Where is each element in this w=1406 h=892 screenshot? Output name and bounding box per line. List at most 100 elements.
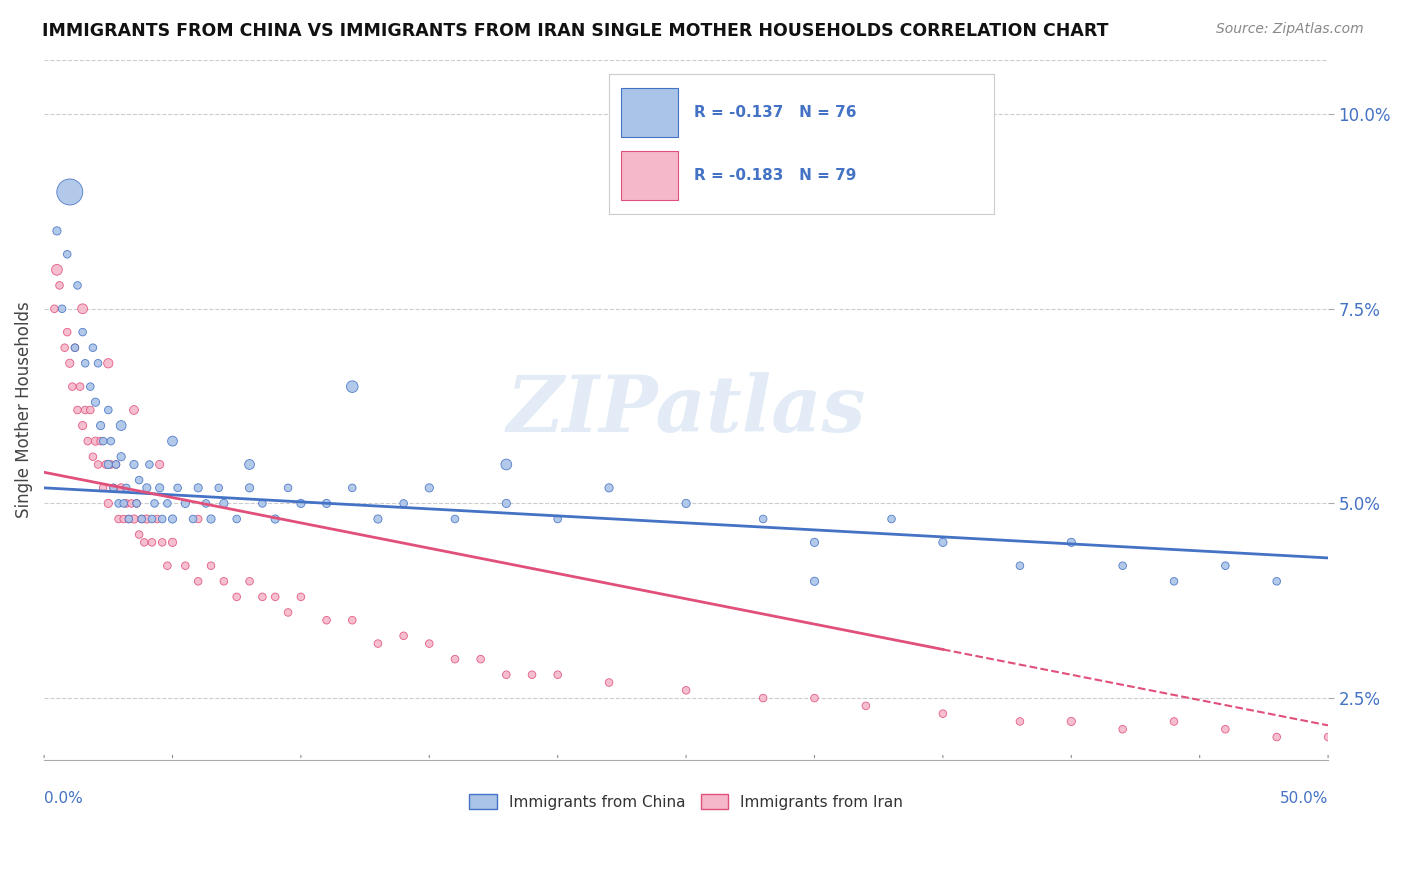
Y-axis label: Single Mother Households: Single Mother Households (15, 301, 32, 518)
Point (112, 512, 135, 526)
Point (225, 590, 247, 604)
Point (1215, 723, 1237, 737)
Point (225, 512, 247, 526)
Point (444, 652, 467, 666)
Point (87, 356, 110, 370)
Point (162, 434, 184, 449)
Point (146, 512, 169, 526)
Point (90, 434, 112, 449)
Point (141, 512, 163, 526)
Point (79, 403, 101, 417)
Point (72, 325, 94, 339)
Point (128, 473, 150, 487)
Point (418, 637, 440, 651)
Point (84, 434, 107, 449)
Point (100, 434, 122, 449)
Point (1265, 730, 1288, 744)
Point (141, 535, 163, 549)
Point (1008, 714, 1031, 729)
Point (97, 496, 120, 510)
Point (131, 512, 153, 526)
Point (367, 512, 389, 526)
Point (803, 691, 825, 706)
Point (59, 185, 82, 199)
Point (72, 418, 94, 433)
Point (103, 481, 125, 495)
Point (94, 458, 117, 472)
Point (138, 458, 160, 472)
Point (520, 667, 543, 681)
Point (91, 434, 114, 449)
Point (1215, 558, 1237, 573)
Point (174, 558, 197, 573)
Point (547, 512, 569, 526)
Point (150, 535, 173, 549)
Point (880, 512, 903, 526)
Point (932, 535, 955, 549)
Point (444, 512, 467, 526)
Point (208, 481, 231, 495)
Point (110, 481, 132, 495)
Point (87, 458, 110, 472)
Point (90, 418, 112, 433)
Point (238, 481, 260, 495)
Point (105, 458, 128, 472)
Point (75, 403, 97, 417)
Point (135, 481, 157, 495)
Legend: Immigrants from China, Immigrants from Iran: Immigrants from China, Immigrants from I… (463, 788, 910, 816)
Point (112, 496, 135, 510)
Point (103, 481, 125, 495)
Point (60, 379, 83, 393)
Point (107, 512, 129, 526)
Point (135, 512, 157, 526)
Point (56, 247, 79, 261)
Point (367, 637, 389, 651)
Point (46, 263, 69, 277)
Point (200, 558, 222, 573)
Point (1265, 574, 1288, 589)
Point (66, 403, 89, 417)
Point (122, 458, 145, 472)
Point (84, 395, 107, 409)
Point (495, 496, 517, 510)
Point (97, 356, 120, 370)
Point (63, 341, 86, 355)
Point (1111, 558, 1133, 573)
Point (44, 301, 66, 316)
Point (82, 450, 104, 464)
Point (128, 527, 150, 541)
Point (82, 341, 104, 355)
Point (105, 458, 128, 472)
Point (156, 496, 179, 510)
Point (59, 356, 82, 370)
Point (125, 496, 148, 510)
Point (187, 512, 209, 526)
Point (1163, 574, 1185, 589)
Point (392, 629, 415, 643)
Point (264, 512, 287, 526)
Point (131, 512, 153, 526)
Point (48, 278, 70, 293)
Point (470, 652, 492, 666)
Point (97, 403, 120, 417)
Point (277, 481, 299, 495)
Point (803, 535, 825, 549)
Point (187, 481, 209, 495)
Point (156, 558, 179, 573)
Point (115, 496, 138, 510)
Text: 0.0%: 0.0% (44, 791, 83, 806)
Point (115, 481, 138, 495)
Point (212, 574, 235, 589)
Point (342, 613, 364, 627)
Point (174, 496, 197, 510)
Point (76, 434, 98, 449)
Point (72, 301, 94, 316)
Point (79, 379, 101, 393)
Point (252, 496, 274, 510)
Point (187, 574, 209, 589)
Point (290, 496, 312, 510)
Point (1317, 730, 1340, 744)
Point (277, 606, 299, 620)
Point (238, 574, 260, 589)
Point (46, 224, 69, 238)
